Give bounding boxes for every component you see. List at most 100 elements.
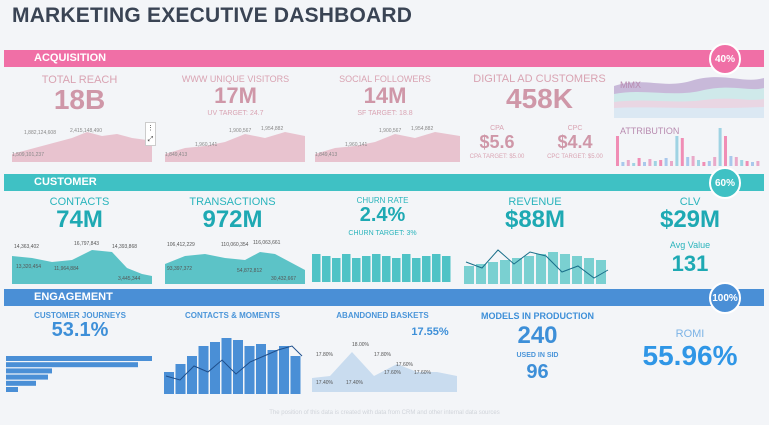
chart-menu-handle[interactable]: ⋮ ⤢ <box>145 122 156 146</box>
journeys-bars <box>6 356 152 392</box>
attribution-bar <box>637 158 641 166</box>
abandoned-area <box>312 352 457 392</box>
models-label: MODELS IN PRODUCTION <box>480 311 594 321</box>
revenue-bar <box>572 256 582 284</box>
revenue-bar <box>596 260 606 284</box>
attribution-bar <box>751 162 754 166</box>
churn-bar <box>342 254 351 282</box>
mmx-chart: MMX <box>614 77 764 118</box>
romi-value: 55.96% <box>642 340 738 371</box>
engagement-progress-badge: 100% <box>709 282 741 314</box>
contacts-ann-5: 11,964,884 <box>54 266 79 272</box>
page-title: MARKETING EXECUTIVE DASHBOARD <box>12 4 413 27</box>
social-value: 14M <box>363 83 407 108</box>
revenue-bar <box>500 260 510 284</box>
www-ann-2: 1,900,567 <box>229 128 251 134</box>
social-label: SOCIAL FOLLOWERS <box>339 74 431 84</box>
churn-bar <box>412 258 421 282</box>
contacts-moments-bar <box>210 342 220 394</box>
attribution-bar <box>745 161 749 166</box>
contacts-area <box>12 250 152 284</box>
transactions-area <box>165 252 305 284</box>
clv-avg-value: 131 <box>671 251 709 276</box>
transactions-value: 972M <box>202 206 263 233</box>
churn-bar <box>372 254 381 282</box>
customer-band: CUSTOMER <box>4 174 764 191</box>
journeys-bar <box>6 368 52 374</box>
revenue-bar <box>560 254 570 284</box>
clv-avg-label: Avg Value <box>669 240 711 250</box>
contacts-sparkline: 14,363,402 16,797,843 14,393,868 13,320,… <box>12 241 152 284</box>
revenue-label: REVENUE <box>508 196 562 208</box>
cpa-value: $5.6 <box>479 132 515 152</box>
attribution-bar <box>680 138 684 166</box>
revenue-chart <box>464 249 609 284</box>
attribution-bar <box>648 159 652 166</box>
models-value: 240 <box>517 322 558 349</box>
clv-label: CLV <box>679 196 701 208</box>
revenue-value: $88M <box>504 206 566 233</box>
total-reach-ann-2: 2,415,148,490 <box>70 128 102 134</box>
churn-bar <box>332 258 341 282</box>
attribution-bar <box>670 161 673 166</box>
social-sparkline: 1,960,141 1,900,567 1,954,882 1,849,413 <box>315 126 460 162</box>
revenue-bar <box>536 254 546 284</box>
attribution-bar <box>664 158 668 166</box>
journeys-label: CUSTOMER JOURNEYS <box>34 311 126 320</box>
churn-bar <box>402 254 411 282</box>
social-ann-1: 1,960,141 <box>345 142 367 148</box>
transactions-label: TRANSACTIONS <box>189 196 276 208</box>
abandoned-ann-2: 18.00% <box>352 342 370 348</box>
revenue-bar <box>464 266 474 284</box>
contacts-moments-chart <box>164 338 303 394</box>
attribution-label: ATTRIBUTION <box>620 126 679 136</box>
churn-bar <box>362 256 371 282</box>
revenue-bar <box>512 258 522 284</box>
churn-bar <box>382 256 391 282</box>
contacts-ann-4: 13,320,454 <box>16 264 41 270</box>
attribution-bar <box>659 160 663 166</box>
transactions-ann-2: 110,060,354 <box>221 242 249 248</box>
total-reach-ann-3: 1,509,101,237 <box>12 152 44 158</box>
total-reach-value: 18B <box>53 84 106 115</box>
revenue-bar <box>548 252 558 284</box>
attribution-bar <box>734 157 738 166</box>
transactions-ann-4: 93,397,372 <box>167 266 192 272</box>
abandoned-ann-4: 17.40% <box>346 380 364 386</box>
mmx-label: MMX <box>620 80 641 90</box>
journeys-bar <box>6 374 48 380</box>
abandoned-label: ABANDONED BASKETS <box>336 311 429 320</box>
attribution-bar <box>616 136 619 166</box>
transactions-ann-1: 106,412,229 <box>167 242 195 248</box>
acquisition-progress-badge: 40% <box>709 43 741 75</box>
abandoned-ann-5: 17.80% <box>374 352 392 358</box>
contacts-ann-6: 3,445,344 <box>118 276 140 282</box>
churn-bar <box>322 256 331 282</box>
total-reach-area <box>12 132 152 162</box>
revenue-bar <box>488 262 498 284</box>
churn-bar <box>392 258 401 282</box>
customer-progress-badge: 60% <box>709 167 741 199</box>
attribution-bar <box>713 157 717 166</box>
contacts-ann-2: 16,797,843 <box>74 241 99 247</box>
cpc-value: $4.4 <box>557 132 593 152</box>
cpa-label: CPA <box>490 125 504 132</box>
abandoned-ann-7: 17.60% <box>384 370 402 376</box>
social-ann-2: 1,900,567 <box>379 128 401 134</box>
revenue-bar <box>524 256 534 284</box>
churn-value: 2.4% <box>359 204 406 226</box>
cpc-label: CPC <box>567 125 583 132</box>
social-target: SF TARGET: 18.8 <box>357 110 413 117</box>
romi-label: ROMI <box>675 328 705 340</box>
contacts-moments-label: CONTACTS & MOMENTS <box>185 311 280 320</box>
contacts-ann-3: 14,393,868 <box>112 244 137 250</box>
attribution-bar <box>691 156 695 166</box>
attribution-bar <box>697 160 700 166</box>
churn-bar <box>442 256 451 282</box>
total-reach-ann-1: 1,882,124,608 <box>24 130 56 136</box>
models-used-label: USED IN SID <box>516 352 559 359</box>
abandoned-value: 17.55% <box>411 326 449 338</box>
churn-bar <box>422 256 431 282</box>
journeys-bar <box>6 380 36 386</box>
